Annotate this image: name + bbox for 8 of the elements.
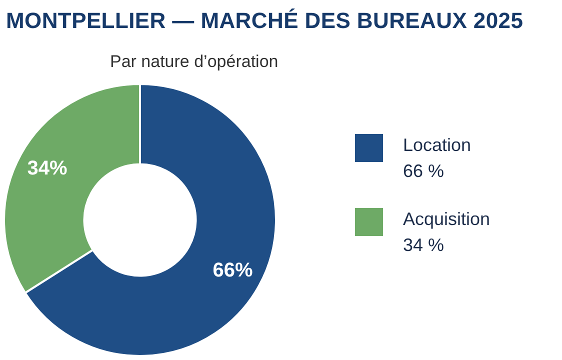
text: 66 % — [403, 160, 446, 183]
legend-label: Acquisition — [403, 208, 490, 231]
chart-title: MONTPELLIER — MARCHÉ DES BUREAUX 2025 — [6, 8, 524, 34]
chart-subtitle: Par nature d’opération — [110, 52, 278, 72]
data-label: 66% — [212, 260, 254, 282]
data-label: 34% — [27, 158, 68, 180]
text: 34 % — [403, 234, 446, 257]
legend-label: Location — [403, 134, 472, 157]
